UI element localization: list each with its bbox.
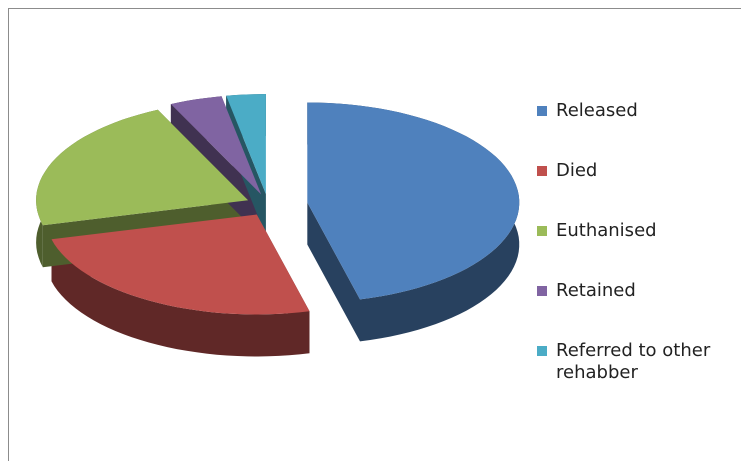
legend-item: Referred to other rehabber (537, 340, 737, 384)
legend-swatch (537, 106, 547, 116)
pie-slice (307, 102, 520, 300)
slice-tops (36, 94, 520, 315)
legend-label: Released (556, 100, 638, 121)
legend-swatch (537, 226, 547, 236)
legend-item: Euthanised (537, 220, 737, 242)
pie-slice (51, 214, 310, 315)
pie-slice (226, 94, 266, 194)
legend-item: Released (537, 100, 737, 122)
legend-item: Died (537, 160, 737, 182)
legend-label: Died (556, 160, 598, 181)
legend-swatch (537, 346, 547, 356)
pie-slice (170, 96, 262, 195)
legend-swatch (537, 166, 547, 176)
pie-slice (36, 109, 249, 226)
legend-item: Retained (537, 280, 737, 302)
slice-wall (307, 202, 360, 342)
legend-label: Euthanised (556, 220, 657, 241)
slice-side (51, 239, 310, 357)
legend-swatch (537, 286, 547, 296)
legend-label: Retained (556, 280, 636, 301)
legend-label: Referred to other rehabber (556, 340, 711, 383)
